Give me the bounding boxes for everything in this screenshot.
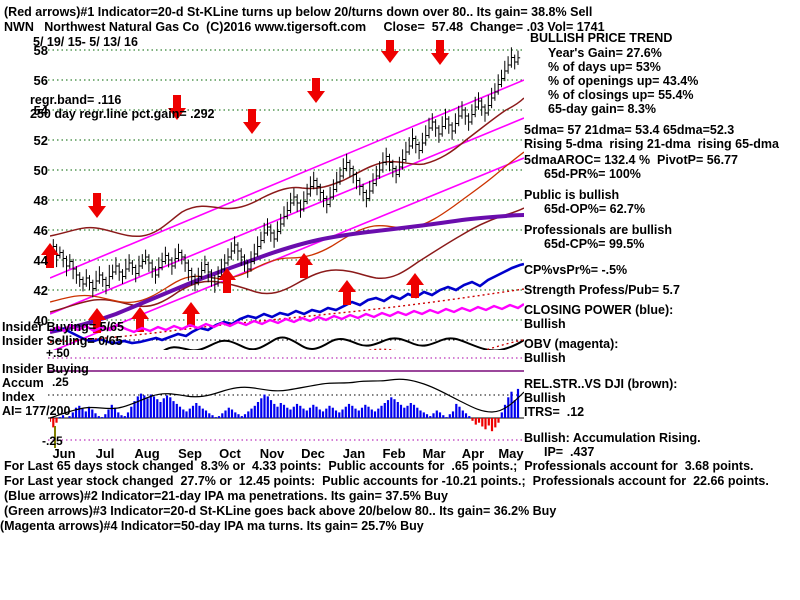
- accum-title-line2: Accum: [2, 376, 44, 390]
- professional-sentiment-label: Professionals are bullish: [524, 223, 672, 237]
- footer-65day-summary: For Last 65 days stock changed 8.3% or 4…: [4, 459, 754, 473]
- accum-ai-value: AI= 177/200: [2, 404, 71, 418]
- indicator-headline: (Red arrows)#1 Indicator=20-d St-KLine t…: [4, 5, 593, 19]
- sell-arrow: [307, 78, 325, 103]
- ip-value: IP= .437: [544, 445, 595, 459]
- x-axis-month-jun: Jun: [52, 446, 76, 461]
- ticker-quote-line: NWN Northwest Natural Gas Co (C)2016 www…: [4, 20, 605, 34]
- insider-selling-count: Insider Selling= 0/65: [2, 334, 123, 348]
- insider-buying-curve: [163, 336, 524, 350]
- x-axis-month-nov: Nov: [259, 446, 285, 461]
- y-axis-label-56: 56: [33, 73, 48, 88]
- buy-arrow: [295, 253, 313, 278]
- regr-band-note: regr.band= .116: [30, 93, 122, 107]
- y-axis-label-58: 58: [33, 43, 48, 58]
- x-axis-month-jan: Jan: [342, 446, 366, 461]
- y-axis-label-40: 40: [33, 313, 48, 328]
- y-axis-label-52: 52: [33, 133, 48, 148]
- x-axis-month-dec: Dec: [301, 446, 325, 461]
- sell-arrow: [431, 40, 449, 65]
- sell-arrow: [243, 109, 261, 134]
- insider-buying-count: Insider Buying= 5/65: [2, 320, 124, 334]
- obv-magenta-line: [50, 303, 524, 334]
- buy-arrow: [218, 268, 236, 293]
- y-axis-label-44: 44: [33, 253, 48, 268]
- x-axis-month-sep: Sep: [178, 446, 202, 461]
- obv-value: Bullish: [524, 351, 566, 365]
- accum-ip-line: [50, 378, 524, 419]
- buy-arrow: [88, 308, 106, 333]
- footer-indicator-4: (Magenta arrows)#4 Indicator=50-day IPA …: [0, 519, 424, 533]
- strength-prof-pub-stat: Strength Profess/Pub= 5.7: [524, 283, 680, 297]
- footer-indicator-2: (Blue arrows)#2 Indicator=21-day IPA ma …: [4, 489, 448, 503]
- pct-openings-up-stat: % of openings up= 43.4%: [548, 74, 699, 88]
- buy-arrow: [406, 273, 424, 298]
- dma-values-line: 5dma= 57 21dma= 53.4 65dma=52.3: [524, 123, 735, 137]
- y-axis-label-50: 50: [33, 163, 48, 178]
- pct-closings-up-stat: % of closings up= 55.4%: [548, 88, 694, 102]
- x-axis-month-jul: Jul: [95, 446, 115, 461]
- accum-title-line1: Insider Buying: [2, 362, 89, 376]
- obv-label: OBV (magenta):: [524, 337, 619, 351]
- sell-arrow: [381, 40, 399, 63]
- cp-vs-pr-stat: CP%vsPr%= -.5%: [524, 263, 628, 277]
- public-op-percent: 65d-OP%= 62.7%: [544, 202, 646, 216]
- gain-65day-stat: 65-day gain= 8.3%: [548, 102, 657, 116]
- price-ohlc-bars: [50, 47, 521, 298]
- closing-power-reference-dotted: [50, 288, 524, 343]
- accumulation-index-bars: [50, 388, 520, 432]
- date-range-label: 5/ 19/ 15- 5/ 13/ 16: [33, 35, 138, 49]
- years-gain-stat: Year's Gain= 27.6%: [548, 46, 662, 60]
- accum-minus-quarter-label: -.25: [42, 434, 63, 448]
- y-axis-label-48: 48: [33, 193, 48, 208]
- rel-str-label: REL.STR..VS DJI (brown):: [524, 377, 678, 391]
- accum-quarter-label: .25: [52, 375, 69, 389]
- ma-21day-line: [50, 151, 524, 304]
- closing-power-line: [50, 262, 524, 345]
- price-gridlines: [48, 49, 524, 321]
- accumulation-summary: Bullish: Accumulation Rising.: [524, 431, 701, 445]
- x-axis-month-mar: Mar: [422, 446, 446, 461]
- footer-year-summary: For Last year stock changed 27.7% or 12.…: [4, 474, 769, 488]
- ma-65day-line: [50, 213, 524, 334]
- footer-indicator-3: (Green arrows)#3 Indicator=20-d St-KLine…: [4, 504, 557, 518]
- dma-rising-line: Rising 5-dma rising 21-dma rising 65-dma: [524, 137, 779, 151]
- sell-arrows-group: [88, 40, 449, 218]
- buy-arrow: [338, 280, 356, 305]
- sell-arrow: [88, 193, 106, 218]
- accum-plus50-label: +.50: [46, 346, 70, 360]
- buy-arrow: [131, 307, 149, 332]
- x-axis-month-apr: Apr: [461, 446, 485, 461]
- public-sentiment-label: Public is bullish: [524, 188, 620, 202]
- x-axis-month-aug: Aug: [134, 446, 160, 461]
- y-axis-label-42: 42: [33, 283, 48, 298]
- buy-arrows-group: [41, 243, 424, 333]
- closing-power-value: Bullish: [524, 317, 566, 331]
- regr-line-note: 250 day regr.line pct.gain= .292: [30, 107, 215, 121]
- x-axis-month-feb: Feb: [382, 446, 406, 461]
- bullish-trend-title: BULLISH PRICE TREND: [530, 31, 673, 45]
- pct-days-up-stat: % of days up= 53%: [548, 60, 661, 74]
- x-axis-month-oct: Oct: [219, 446, 241, 461]
- y-axis-label-54: 54: [33, 103, 48, 118]
- buy-arrow: [182, 302, 200, 327]
- buy-arrow: [41, 243, 59, 268]
- x-axis-month-may: May: [498, 446, 524, 461]
- pr-percent-line: 65d-PR%= 100%: [544, 167, 641, 181]
- sell-arrow: [168, 95, 186, 120]
- y-axis-label-46: 46: [33, 223, 48, 238]
- closing-power-label: CLOSING POWER (blue):: [524, 303, 674, 317]
- price-chart-plot: [0, 40, 524, 450]
- aroc-pivot-line: 5dmaAROC= 132.4 % PivotP= 56.77: [524, 153, 738, 167]
- analysis-info-panel: BULLISH PRICE TREND Year's Gain= 27.6% %…: [524, 31, 800, 459]
- accum-title-line3: Index: [2, 390, 35, 404]
- professional-cp-percent: 65d-CP%= 99.5%: [544, 237, 645, 251]
- itrs-value: ITRS= .12: [524, 405, 585, 419]
- rel-str-value: Bullish: [524, 391, 566, 405]
